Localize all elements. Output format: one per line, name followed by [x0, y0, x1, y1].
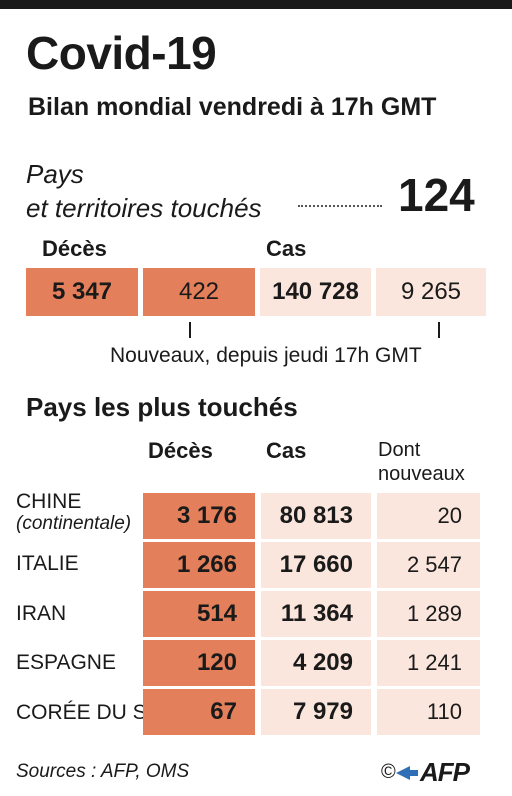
- row-new: 2 547: [377, 542, 480, 588]
- row-deaths: 3 176: [143, 493, 255, 539]
- pays-label-line1: Pays: [26, 159, 84, 189]
- summary-deaths-total: 5 347: [26, 268, 138, 316]
- afp-logo: AFP: [420, 757, 470, 787]
- pays-count: 124: [398, 169, 475, 221]
- section-title: Pays les plus touchés: [26, 392, 298, 422]
- summary-note: Nouveaux, depuis jeudi 17h GMT: [110, 344, 422, 367]
- table-header-deaths: Décès: [148, 438, 213, 463]
- tick-cases-new: [438, 322, 440, 338]
- table-header-new: Dont nouveaux: [378, 438, 465, 486]
- page-title: Covid-19: [26, 27, 217, 79]
- top-rule: [0, 0, 512, 9]
- dotted-leader: [298, 205, 382, 207]
- afp-arrow-icon: [396, 766, 418, 780]
- row-country-name: ESPAGNE: [16, 651, 116, 674]
- row-cases: 17 660: [261, 542, 371, 588]
- row-country: ESPAGNE: [16, 652, 116, 673]
- row-country-sub: (continentale): [16, 513, 132, 534]
- summary-deaths-header: Décès: [42, 236, 107, 261]
- row-country: CORÉE DU S.: [16, 702, 153, 723]
- row-country: IRAN: [16, 603, 66, 624]
- row-deaths: 67: [143, 689, 255, 735]
- page-subtitle: Bilan mondial vendredi à 17h GMT: [28, 93, 437, 121]
- row-cases: 7 979: [261, 689, 371, 735]
- copyright-symbol: ©: [381, 761, 396, 783]
- row-country-name: ITALIE: [16, 552, 79, 575]
- summary-cases-new: 9 265: [376, 268, 486, 316]
- table-header-new-line2: nouveaux: [378, 463, 465, 485]
- row-country-name: IRAN: [16, 602, 67, 625]
- row-deaths: 514: [143, 591, 255, 637]
- row-new: 1 241: [377, 640, 480, 686]
- row-cases: 4 209: [261, 640, 371, 686]
- tick-deaths-new: [189, 322, 191, 338]
- row-new: 110: [377, 689, 480, 735]
- table-header-new-line1: Dont: [378, 439, 421, 461]
- summary-deaths-new: 422: [143, 268, 255, 316]
- row-deaths: 120: [143, 640, 255, 686]
- pays-label-line2: et territoires touchés: [26, 193, 262, 223]
- row-country: ITALIE: [16, 553, 79, 574]
- row-country-name: CHINE: [16, 490, 82, 513]
- row-country: CHINE (continentale): [16, 491, 131, 533]
- summary-cases-header: Cas: [266, 236, 307, 261]
- row-country-name: CORÉE DU S.: [16, 701, 153, 724]
- row-cases: 11 364: [261, 591, 371, 637]
- row-new: 1 289: [377, 591, 480, 637]
- sources-note: Sources : AFP, OMS: [16, 761, 190, 782]
- row-new: 20: [377, 493, 480, 539]
- pays-label: Pays et territoires touchés: [26, 157, 262, 225]
- table-header-cases: Cas: [266, 438, 307, 463]
- row-cases: 80 813: [261, 493, 371, 539]
- row-deaths: 1 266: [143, 542, 255, 588]
- summary-cases-total: 140 728: [260, 268, 371, 316]
